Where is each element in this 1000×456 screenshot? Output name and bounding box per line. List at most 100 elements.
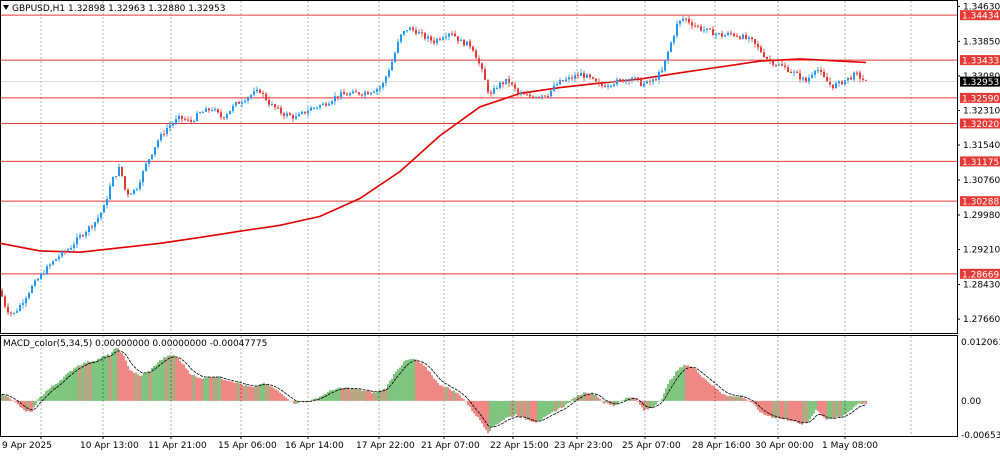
candle-body	[199, 112, 201, 114]
macd-bar	[107, 354, 109, 401]
candle-body	[637, 77, 639, 79]
candle-body	[574, 75, 576, 79]
candle-body	[127, 189, 129, 195]
macd-bar	[213, 376, 215, 401]
macd-bar	[117, 348, 119, 401]
macd-bar	[381, 390, 383, 401]
macd-bar	[809, 400, 811, 420]
macd-bar	[333, 389, 335, 401]
candle-body	[823, 71, 825, 77]
level-price-tag	[960, 55, 1000, 66]
macd-bar	[287, 398, 289, 401]
candle-body	[184, 118, 186, 120]
macd-bar	[743, 398, 745, 401]
macd-bar	[847, 400, 849, 412]
macd-bar	[705, 379, 707, 401]
macd-bar	[149, 371, 151, 401]
macd-indicator-label: MACD_color(5,34,5) 0.00000000 0.00000000…	[3, 339, 267, 349]
candle-body	[721, 33, 723, 37]
candle-body	[349, 93, 351, 96]
candle-body	[64, 251, 66, 253]
macd-bar	[153, 365, 155, 401]
moving-average-line	[0, 58, 867, 254]
level-price-tag	[960, 268, 1000, 279]
macd-bar	[645, 400, 647, 409]
macd-bar	[863, 400, 865, 404]
macd-bar	[573, 397, 575, 401]
candle-body	[43, 273, 45, 275]
macd-bar	[709, 383, 711, 401]
candle-body	[436, 38, 438, 44]
candle-body	[658, 72, 660, 80]
candle-body	[790, 72, 792, 73]
macd-bar	[157, 362, 159, 401]
macd-bar	[5, 395, 7, 401]
macd-bar	[135, 372, 137, 401]
macd-bar	[379, 390, 381, 401]
candle-body	[736, 35, 738, 37]
candle-body	[19, 304, 21, 311]
macd-bar	[369, 390, 371, 401]
candle-body	[520, 93, 522, 95]
macd-bar	[799, 400, 801, 424]
candle-body	[316, 107, 318, 109]
candle-body	[769, 59, 771, 61]
macd-bar	[283, 396, 285, 401]
level-price-label: 1.32020	[962, 120, 999, 130]
macd-bar	[349, 389, 351, 401]
candle-body	[31, 285, 33, 293]
macd-bar	[119, 352, 121, 401]
level-price-label: 1.33433	[962, 57, 999, 67]
candle-body	[37, 278, 39, 281]
candle-body	[802, 77, 804, 80]
macd-bar	[787, 400, 789, 421]
current-price-tag	[960, 76, 1000, 87]
candle-body	[142, 171, 144, 183]
macd-bar	[653, 400, 655, 407]
macd-bar	[545, 400, 547, 417]
macd-bar	[69, 371, 71, 401]
macd-bar	[571, 399, 573, 401]
macd-bar	[13, 400, 15, 402]
macd-bar	[43, 394, 45, 401]
macd-bar	[609, 400, 611, 405]
macd-bar	[185, 368, 187, 401]
candle-body	[565, 79, 567, 82]
macd-bar	[845, 400, 847, 415]
macd-bar	[273, 388, 275, 401]
candle-body	[784, 65, 786, 68]
symbol-dropdown-icon[interactable]	[3, 5, 9, 10]
candle-body	[835, 83, 837, 89]
macd-bar	[737, 397, 739, 401]
candle-body	[478, 58, 480, 64]
candle-body	[247, 97, 249, 101]
macd-bar	[151, 368, 153, 401]
macd-bar	[285, 397, 287, 401]
candle-body	[139, 182, 141, 190]
macd-bar	[465, 400, 467, 402]
candle-body	[559, 80, 561, 85]
candle-body	[607, 85, 609, 87]
macd-bar	[671, 378, 673, 401]
candle-body	[295, 116, 297, 119]
candle-body	[634, 77, 636, 79]
candle-body	[106, 199, 108, 206]
macd-bar	[191, 375, 193, 401]
macd-bar	[547, 400, 549, 415]
macd-bar	[77, 365, 79, 401]
macd-bar	[455, 392, 457, 401]
macd-bar	[581, 394, 583, 401]
macd-bar	[51, 385, 53, 401]
candle-body	[412, 27, 414, 30]
macd-bar	[79, 365, 81, 401]
price-tick-label: 1.34630	[963, 2, 1000, 12]
macd-bar	[427, 370, 429, 401]
macd-bar	[623, 399, 625, 401]
candle-body	[817, 70, 819, 71]
candle-body	[241, 102, 243, 104]
candle-body	[73, 244, 75, 248]
candle-body	[214, 109, 216, 111]
candle-body	[685, 18, 687, 20]
